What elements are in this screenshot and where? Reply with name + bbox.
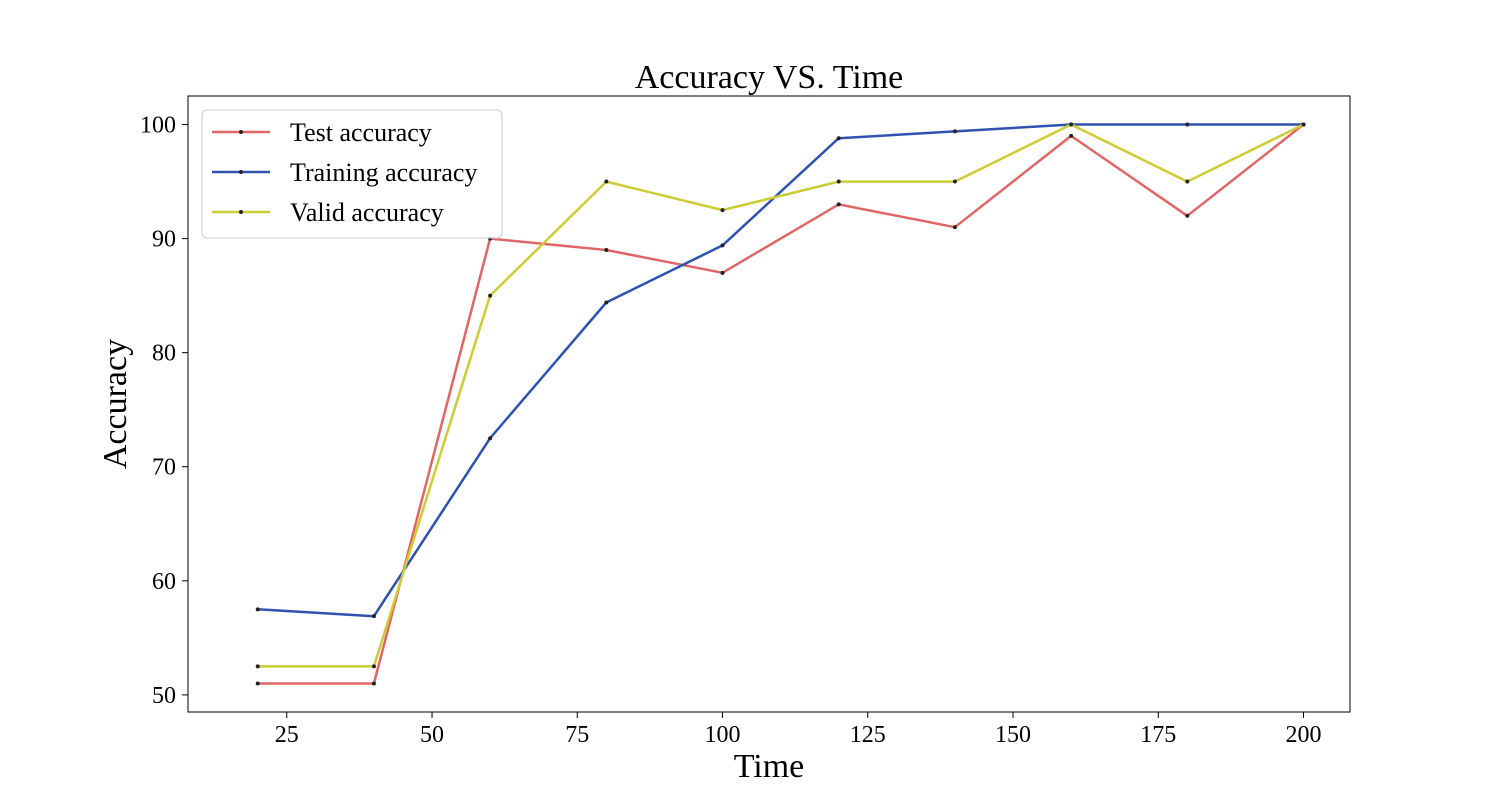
x-tick-label: 75 xyxy=(565,722,589,748)
x-axis: 25 50 75 100 125 150 175 200 xyxy=(275,712,1322,748)
y-tick-label: 80 xyxy=(152,341,176,367)
y-tick-label: 60 xyxy=(152,569,176,595)
data-point xyxy=(720,270,725,275)
legend: Test accuracy Training accuracy Valid accu… xyxy=(201,109,503,239)
plot-area-frame xyxy=(187,95,1351,713)
series-line xyxy=(257,123,1305,685)
data-point xyxy=(604,179,609,184)
y-axis-label: Accuracy xyxy=(97,339,134,469)
x-tick-label: 100 xyxy=(705,722,741,748)
y-tick-label: 90 xyxy=(152,227,176,253)
data-point xyxy=(720,243,725,248)
series-line xyxy=(257,123,1304,618)
legend-marker xyxy=(239,130,243,134)
data-point xyxy=(1069,133,1074,138)
data-point xyxy=(371,681,376,686)
data-point xyxy=(255,664,260,669)
chart-title: Accuracy VS. Time xyxy=(635,59,904,96)
series-layer xyxy=(255,122,1306,686)
y-axis: 50 60 70 80 90 100 xyxy=(140,113,188,709)
data-point xyxy=(836,136,841,141)
data-point xyxy=(1069,122,1074,127)
legend-marker xyxy=(239,170,243,174)
legend-label: Training accuracy xyxy=(290,158,477,187)
data-point xyxy=(1185,122,1190,127)
data-point xyxy=(604,248,609,252)
data-point xyxy=(488,293,493,298)
series-line xyxy=(257,123,1305,668)
data-point xyxy=(952,129,957,134)
x-tick-label: 150 xyxy=(995,722,1031,748)
data-point xyxy=(836,179,841,184)
x-tick-label: 50 xyxy=(420,722,444,748)
y-tick-label: 100 xyxy=(140,113,176,139)
data-point xyxy=(488,436,493,441)
series-3 xyxy=(255,122,1306,669)
legend-marker xyxy=(239,210,243,214)
data-point xyxy=(1185,213,1190,218)
x-axis-label: Time xyxy=(734,748,805,785)
data-point xyxy=(604,300,609,305)
legend-entry: Training accuracy xyxy=(212,158,477,187)
legend-entry: Valid accuracy xyxy=(212,198,444,227)
legend-box xyxy=(201,109,503,239)
data-point xyxy=(371,664,376,669)
y-tick-label: 70 xyxy=(152,455,176,481)
series-1 xyxy=(255,122,1306,686)
y-tick-label: 50 xyxy=(152,683,176,709)
x-tick-label: 25 xyxy=(275,722,299,748)
data-point xyxy=(1185,179,1190,184)
data-point xyxy=(720,208,725,213)
data-point xyxy=(836,202,841,207)
x-tick-label: 200 xyxy=(1286,722,1322,748)
data-point xyxy=(255,607,260,612)
legend-label: Valid accuracy xyxy=(290,198,444,227)
legend-entry: Test accuracy xyxy=(212,118,432,147)
data-point xyxy=(1301,122,1306,127)
legend-label: Test accuracy xyxy=(290,118,432,147)
data-point xyxy=(371,614,376,619)
x-tick-label: 175 xyxy=(1140,722,1176,748)
data-point xyxy=(952,225,957,230)
data-point xyxy=(952,179,957,184)
data-point xyxy=(255,681,260,686)
x-tick-label: 125 xyxy=(850,722,886,748)
